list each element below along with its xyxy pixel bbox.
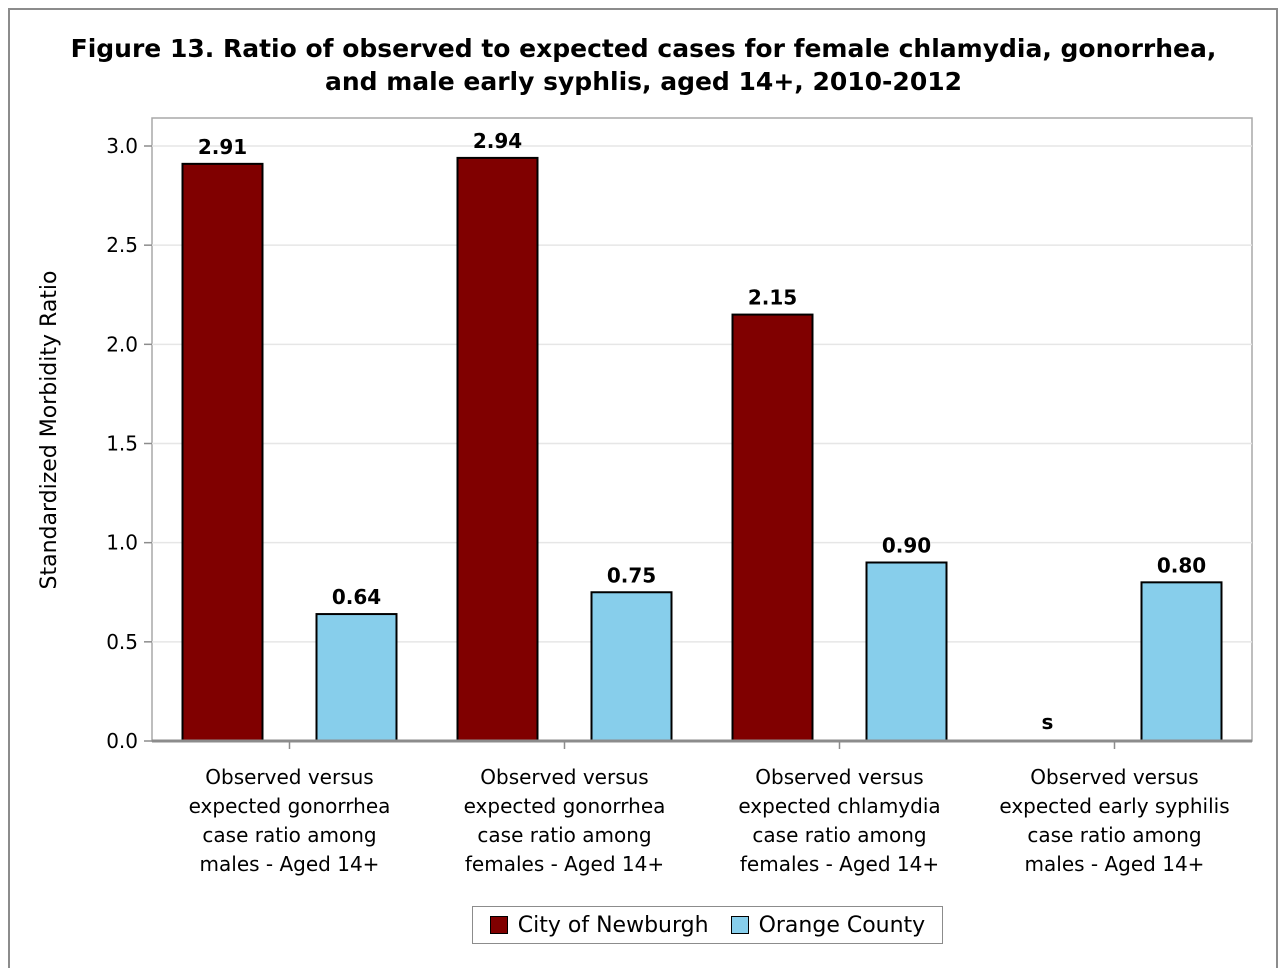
chart-frame bbox=[8, 8, 1278, 968]
legend-label-orange-county: Orange County bbox=[758, 912, 926, 938]
x-tick-label-line: case ratio among bbox=[752, 823, 926, 847]
y-tick-label: 0.0 bbox=[106, 729, 138, 753]
y-tick-label: 0.5 bbox=[106, 630, 138, 654]
y-tick-label: 3.0 bbox=[106, 134, 138, 158]
chart-title-line-1: Figure 13. Ratio of observed to expected… bbox=[70, 34, 1217, 63]
x-tick-label-line: females - Aged 14+ bbox=[740, 852, 939, 876]
data-label: 2.91 bbox=[198, 135, 247, 159]
x-tick-label: Observed versus expected chlamydia case ra… bbox=[738, 765, 940, 876]
y-tick-label: 1.0 bbox=[106, 531, 138, 555]
bar bbox=[590, 591, 673, 742]
y-tick-label: 2.0 bbox=[106, 332, 138, 356]
x-tick-label-line: females - Aged 14+ bbox=[465, 852, 664, 876]
x-tick-label-line: males - Aged 14+ bbox=[1025, 852, 1205, 876]
y-axis-label: Standardized Morbidity Ratio bbox=[37, 271, 62, 590]
x-tick-label: Observed versus expected early syphilis ca… bbox=[999, 765, 1229, 876]
x-tick-label: Observed versus expected gonorrhea case ra… bbox=[189, 765, 391, 876]
x-tick-label: Observed versus expected gonorrhea case ra… bbox=[464, 765, 666, 876]
x-tick-label-line: males - Aged 14+ bbox=[200, 852, 380, 876]
x-tick-label-line: case ratio among bbox=[477, 823, 651, 847]
legend-item-newburgh: City of Newburgh bbox=[489, 912, 709, 938]
data-label: 2.15 bbox=[748, 286, 797, 310]
y-axis-ticks: 0.0 0.5 1.0 1.5 2.0 2.5 3.0 bbox=[106, 134, 152, 753]
chart-legend: City of Newburgh Orange County bbox=[472, 906, 943, 944]
legend-swatch-orange-county bbox=[730, 916, 749, 934]
data-labels: 2.91 0.64 2.94 0.75 2.15 0.90 s 0.80 bbox=[198, 129, 1206, 734]
bar bbox=[731, 313, 814, 742]
x-tick-label-line: Observed versus bbox=[1030, 765, 1198, 789]
legend-swatch-newburgh bbox=[489, 916, 508, 934]
x-tick-label-line: case ratio among bbox=[1027, 823, 1201, 847]
legend-label-newburgh: City of Newburgh bbox=[517, 912, 709, 938]
x-tick-label-line: expected chlamydia bbox=[738, 794, 940, 818]
x-tick-label-line: Observed versus bbox=[755, 765, 923, 789]
chart-title: Figure 13. Ratio of observed to expected… bbox=[0, 32, 1287, 98]
data-label: 0.80 bbox=[1157, 553, 1206, 577]
bar bbox=[456, 156, 539, 742]
data-label: 0.90 bbox=[882, 534, 931, 558]
y-tick-label: 2.5 bbox=[106, 233, 138, 257]
data-label: 0.75 bbox=[607, 563, 656, 587]
y-tick-label: 1.5 bbox=[106, 432, 138, 456]
data-label: s bbox=[1042, 710, 1054, 734]
bar bbox=[865, 561, 948, 742]
x-axis-ticks: Observed versus expected gonorrhea case ra… bbox=[189, 741, 1230, 876]
chart-title-line-2: and male early syphlis, aged 14+, 2010-2… bbox=[324, 67, 963, 96]
gridlines bbox=[152, 145, 1252, 643]
x-tick-label-line: Observed versus bbox=[480, 765, 648, 789]
x-tick-label-line: expected gonorrhea bbox=[189, 794, 391, 818]
bar bbox=[181, 162, 264, 743]
data-label: 0.64 bbox=[332, 585, 381, 609]
bar bbox=[315, 613, 398, 742]
x-tick-label-line: case ratio among bbox=[202, 823, 376, 847]
x-tick-label-line: expected gonorrhea bbox=[464, 794, 666, 818]
legend-item-orange-county: Orange County bbox=[730, 912, 926, 938]
x-tick-label-line: Observed versus bbox=[205, 765, 373, 789]
bar bbox=[1140, 581, 1223, 742]
bars bbox=[181, 156, 1223, 743]
data-label: 2.94 bbox=[473, 129, 522, 153]
x-tick-label-line: expected early syphilis bbox=[999, 794, 1229, 818]
